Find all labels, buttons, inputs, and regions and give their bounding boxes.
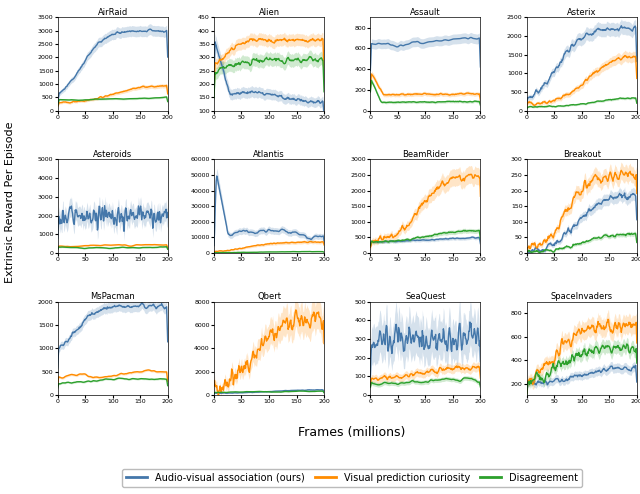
Title: Breakout: Breakout [563,150,601,159]
Title: SpaceInvaders: SpaceInvaders [550,292,613,301]
Title: Asterix: Asterix [567,7,596,16]
Legend: Audio-visual association (ours), Visual prediction curiosity, Disagreement: Audio-visual association (ours), Visual … [122,469,582,487]
Title: Qbert: Qbert [257,292,281,301]
Text: Extrinsic Reward Per Episode: Extrinsic Reward Per Episode [4,122,15,283]
Title: Atlantis: Atlantis [253,150,285,159]
Text: Frames (millions): Frames (millions) [298,426,406,439]
Title: Alien: Alien [259,7,280,16]
Title: SeaQuest: SeaQuest [405,292,445,301]
Title: Assault: Assault [410,7,441,16]
Title: BeamRider: BeamRider [402,150,449,159]
Title: Asteroids: Asteroids [93,150,132,159]
Title: AirRaid: AirRaid [97,7,128,16]
Title: MsPacman: MsPacman [90,292,135,301]
